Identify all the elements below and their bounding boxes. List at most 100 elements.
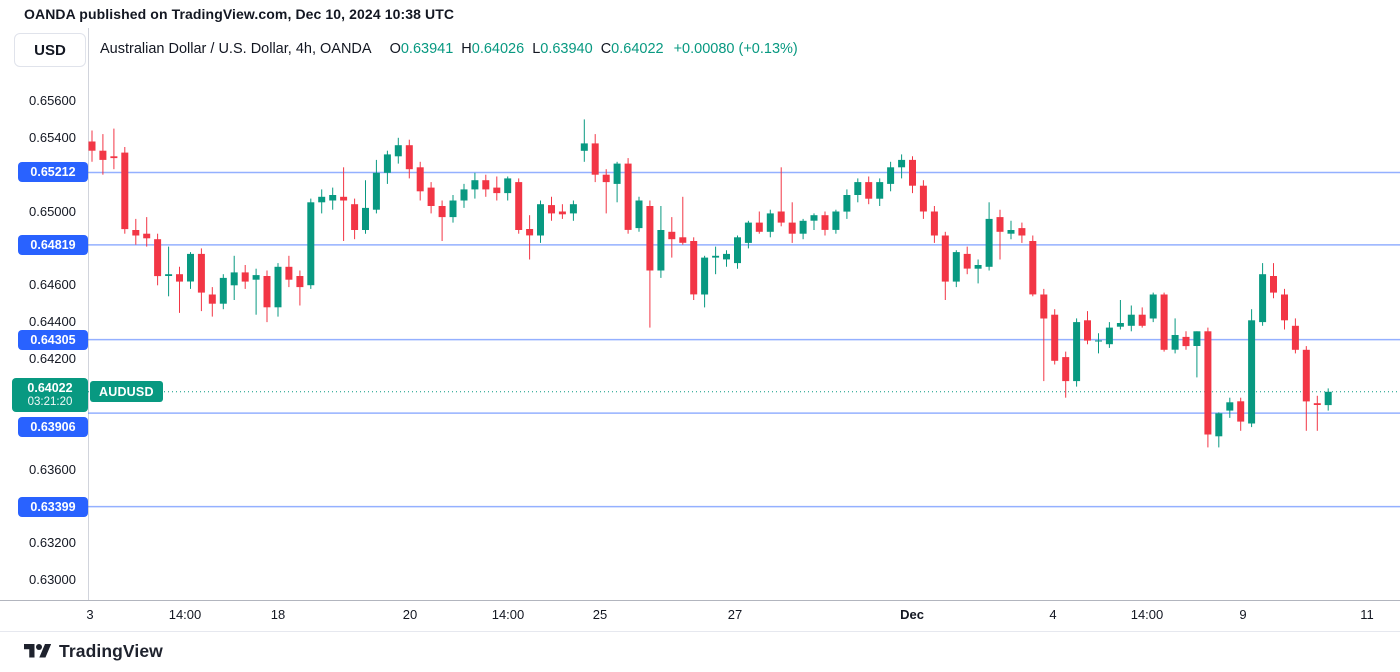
candle xyxy=(548,196,555,221)
candle xyxy=(285,255,293,288)
candlestick-canvas[interactable] xyxy=(88,28,1400,600)
candle xyxy=(909,156,916,194)
candle xyxy=(799,218,807,240)
candle xyxy=(712,246,720,275)
candle xyxy=(110,128,118,170)
price-tick: 0.63600 xyxy=(29,461,76,477)
candle xyxy=(985,202,993,271)
candle xyxy=(613,161,621,203)
candle xyxy=(898,154,906,179)
high-value: 0.64026 xyxy=(471,41,525,57)
price-level-badge: 0.65212 xyxy=(18,162,88,183)
candle xyxy=(996,209,1004,260)
candle xyxy=(88,130,96,162)
candle xyxy=(515,178,523,234)
candle xyxy=(504,176,512,201)
open-letter: O xyxy=(389,41,401,57)
candle xyxy=(197,248,205,312)
candle xyxy=(1313,395,1321,431)
candle xyxy=(318,189,326,214)
price-axis-border xyxy=(88,28,89,600)
candle xyxy=(876,178,884,206)
candle xyxy=(1149,292,1157,323)
candle xyxy=(854,178,862,203)
candle xyxy=(679,196,687,245)
candle xyxy=(624,158,632,234)
candle xyxy=(263,270,271,323)
open-value: 0.63941 xyxy=(400,41,454,57)
candle xyxy=(690,237,698,300)
candle xyxy=(1215,412,1223,448)
candle xyxy=(766,209,774,238)
candle xyxy=(132,218,140,245)
chart-legend: Australian Dollar / U.S. Dollar, 4h, OAN… xyxy=(100,41,798,57)
candle xyxy=(1095,333,1102,354)
candle xyxy=(591,134,599,183)
candle xyxy=(1281,288,1288,330)
candle xyxy=(1226,397,1234,418)
candle xyxy=(580,119,588,162)
candle xyxy=(1248,309,1256,428)
candle xyxy=(963,246,971,275)
candle xyxy=(165,246,173,297)
time-label: 18 xyxy=(270,607,286,622)
candle xyxy=(1029,235,1037,297)
time-label: Dec xyxy=(900,607,924,622)
candle xyxy=(362,180,369,234)
candle xyxy=(810,213,818,230)
candle xyxy=(252,268,260,315)
candle xyxy=(394,137,402,164)
candle xyxy=(154,233,162,286)
candle xyxy=(296,270,304,306)
candle xyxy=(777,167,785,227)
candle xyxy=(832,209,840,234)
close-letter: C xyxy=(600,41,612,57)
time-label: 20 xyxy=(402,607,418,622)
candle xyxy=(919,180,927,219)
price-tick: 0.65600 xyxy=(29,92,76,108)
price-tick: 0.65400 xyxy=(29,129,76,145)
change-value: +0.00080 (+0.13%) xyxy=(673,41,798,57)
candle xyxy=(438,200,446,241)
high-letter: H xyxy=(461,41,472,57)
candle xyxy=(493,176,501,201)
candle xyxy=(569,200,577,221)
time-label: 14:00 xyxy=(168,607,202,622)
candle xyxy=(755,211,763,234)
time-label: 27 xyxy=(727,607,743,622)
low-letter: L xyxy=(532,41,541,57)
time-axis-border xyxy=(0,600,1400,601)
candle xyxy=(383,150,391,184)
candle xyxy=(1138,307,1146,328)
candle xyxy=(219,274,227,310)
price-level-badge: 0.63399 xyxy=(18,496,88,517)
price-tick: 0.65000 xyxy=(29,203,76,219)
candle xyxy=(646,200,654,328)
candle xyxy=(241,265,249,289)
currency-button[interactable]: USD xyxy=(14,33,86,67)
candle xyxy=(99,134,107,175)
candle xyxy=(537,200,544,243)
candle xyxy=(1237,397,1245,431)
candle xyxy=(482,174,490,197)
footer-border xyxy=(0,631,1400,632)
candle xyxy=(744,220,752,249)
price-level-badge: 0.64305 xyxy=(18,329,88,350)
candle xyxy=(734,235,741,269)
candle xyxy=(1259,263,1267,326)
candle xyxy=(1105,322,1113,348)
candle xyxy=(723,250,730,267)
candle xyxy=(887,161,895,192)
low-value: 0.63940 xyxy=(540,41,593,57)
tradingview-logo-icon xyxy=(24,644,51,658)
tradingview-logo[interactable]: TradingView xyxy=(24,641,163,662)
candle xyxy=(657,206,665,278)
candle xyxy=(1051,309,1059,365)
candle xyxy=(372,159,380,214)
candle xyxy=(1040,288,1048,382)
candle xyxy=(1160,292,1168,352)
candle xyxy=(351,198,359,240)
candle xyxy=(329,187,337,210)
candle xyxy=(307,198,315,289)
candle xyxy=(208,287,216,317)
